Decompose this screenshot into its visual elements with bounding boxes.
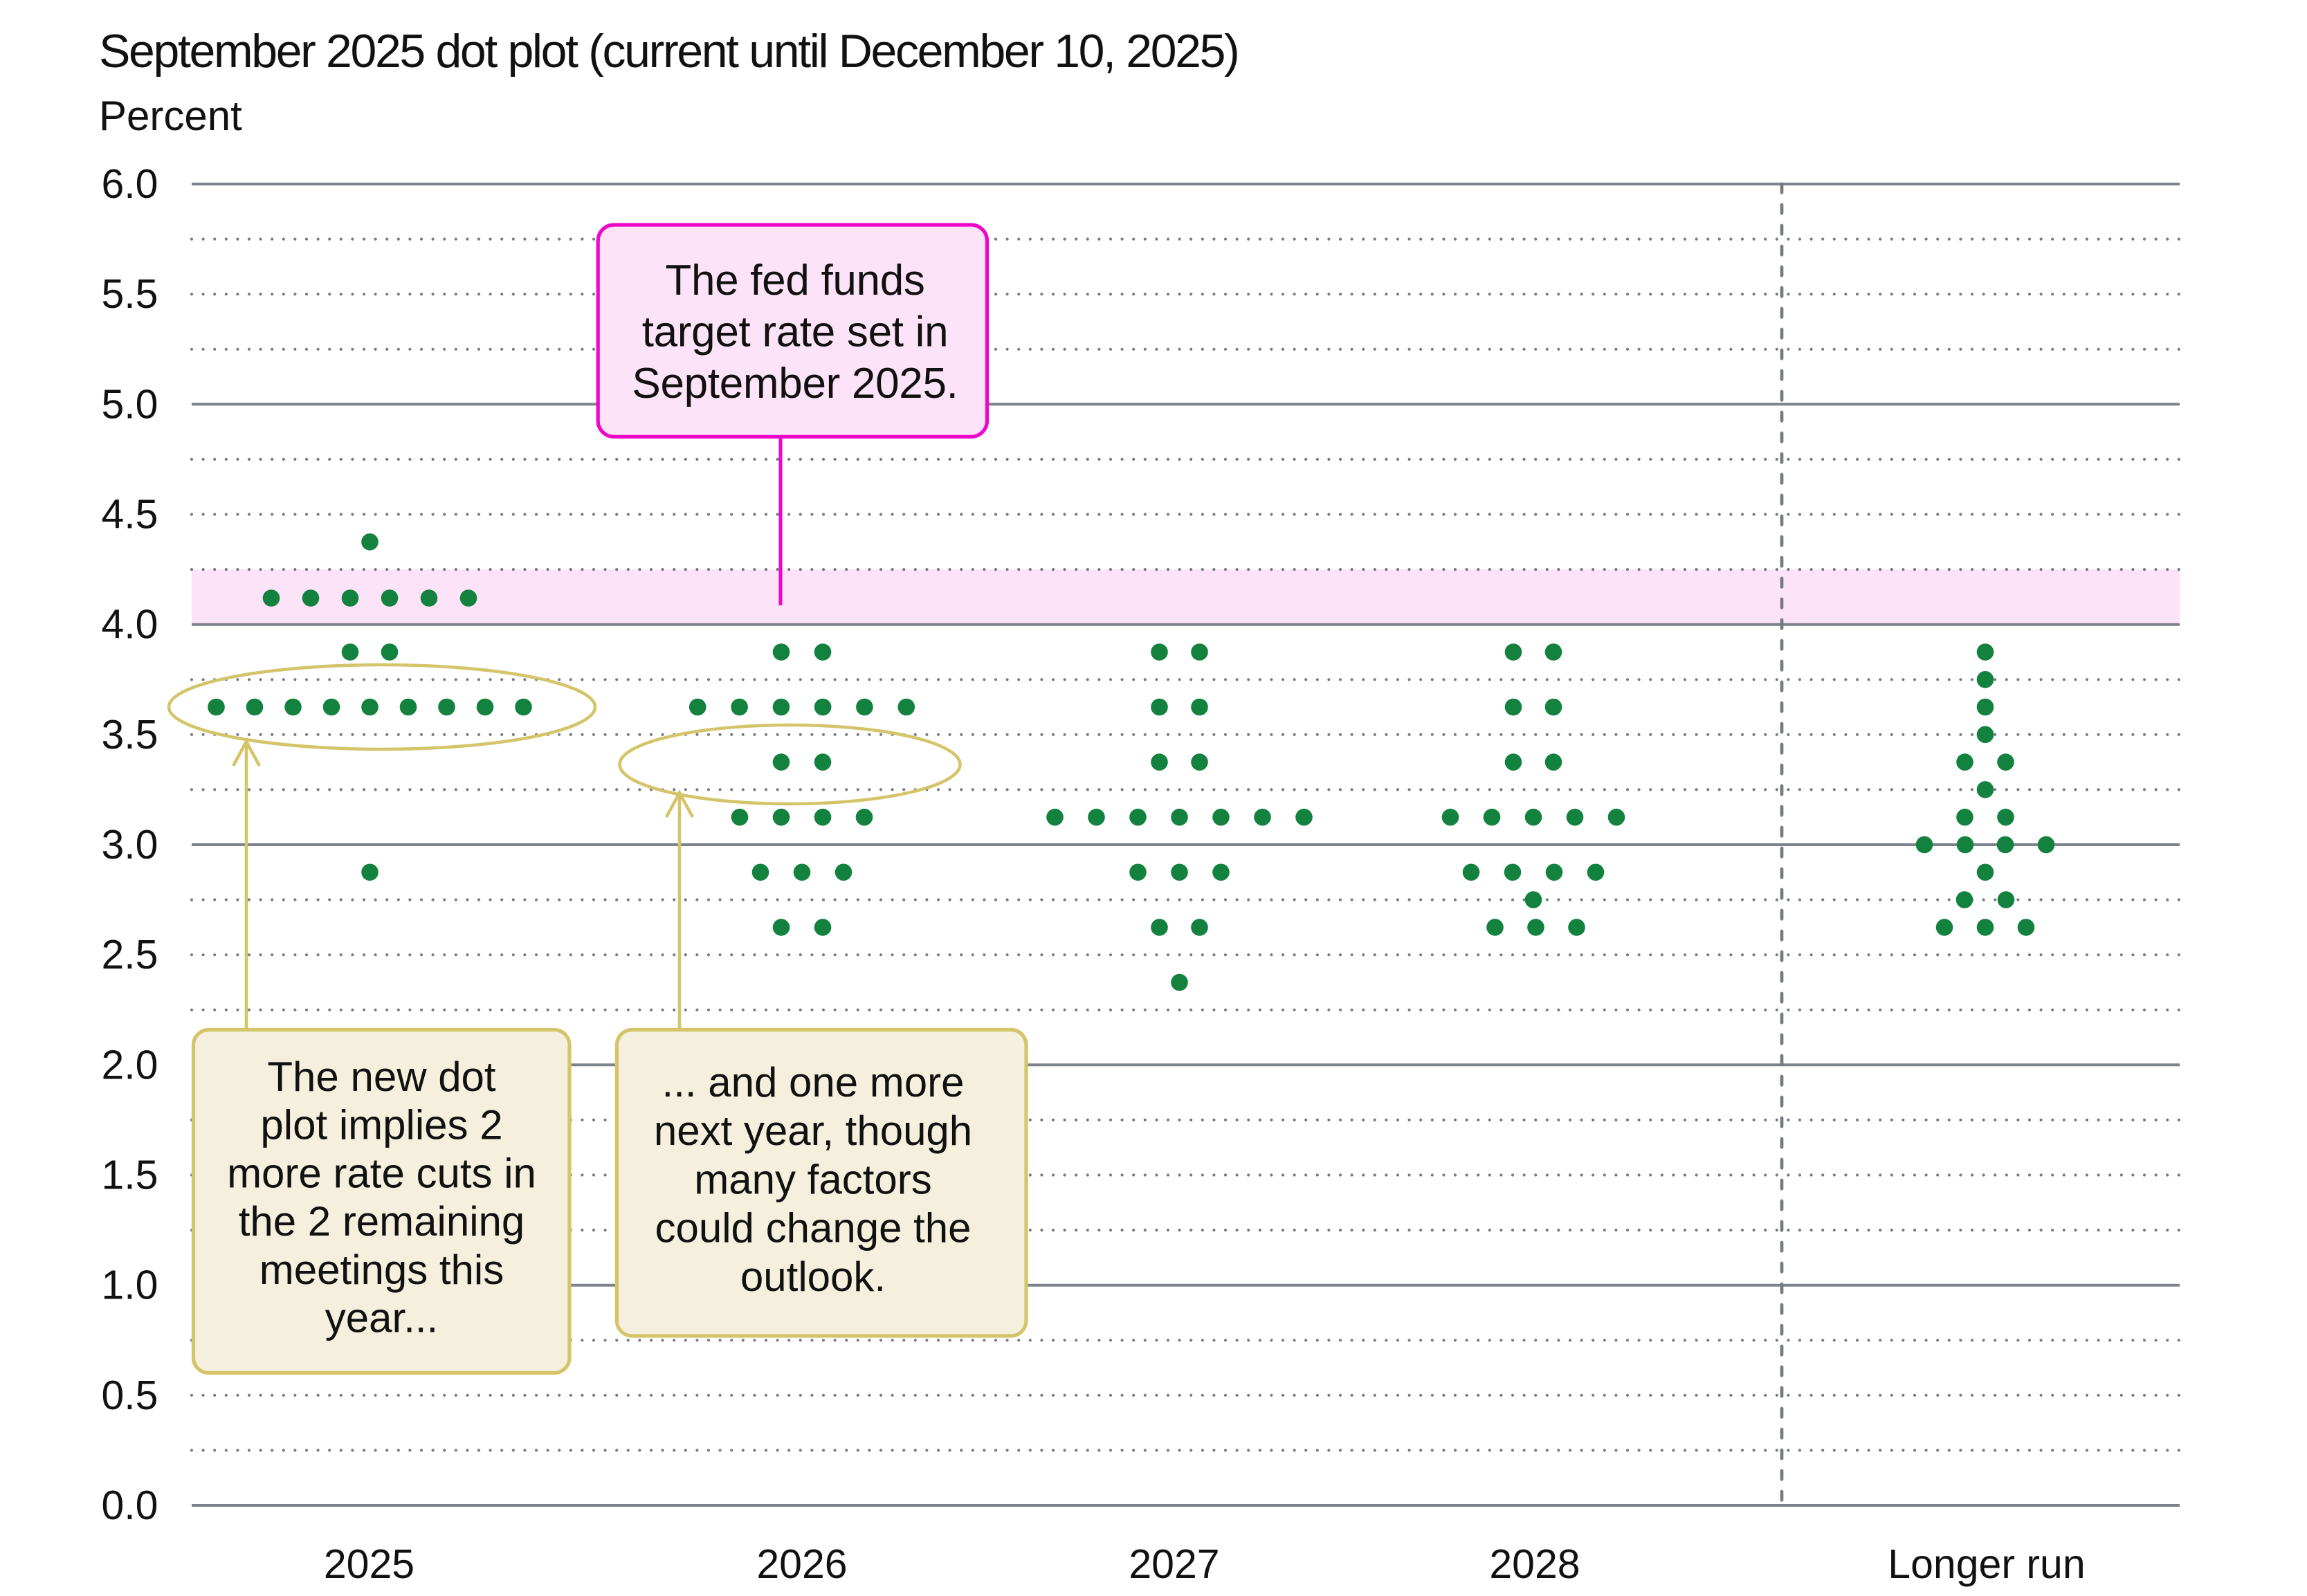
svg-text:5.0: 5.0 [101,381,158,427]
svg-text:1.0: 1.0 [101,1263,158,1308]
svg-text:0.5: 0.5 [101,1373,158,1418]
svg-text:Longer run: Longer run [1888,1541,2085,1587]
svg-text:Percent: Percent [99,93,242,139]
svg-text:6.0: 6.0 [101,161,158,207]
svg-text:2028: 2028 [1489,1541,1580,1587]
svg-text:outlook.: outlook. [740,1254,886,1300]
svg-text:3.5: 3.5 [101,712,158,758]
svg-text:4.5: 4.5 [101,492,158,538]
svg-text:2027: 2027 [1129,1541,1219,1587]
svg-text:many factors: many factors [694,1156,931,1202]
svg-text:meetings this: meetings this [259,1247,504,1293]
svg-text:5.5: 5.5 [101,271,158,317]
svg-text:target rate set in: target rate set in [642,309,949,356]
svg-text:2026: 2026 [756,1541,847,1587]
svg-text:3.0: 3.0 [101,822,158,868]
svg-text:plot implies 2: plot implies 2 [260,1102,502,1148]
svg-text:The new dot: The new dot [267,1054,496,1100]
svg-text:September 2025 dot plot (curre: September 2025 dot plot (current until D… [99,25,1238,77]
svg-text:2.5: 2.5 [101,932,158,978]
svg-text:year...: year... [325,1295,438,1341]
svg-text:next year, though: next year, though [654,1108,972,1154]
svg-text:could change the: could change the [655,1205,971,1251]
svg-text:the 2 remaining: the 2 remaining [239,1198,525,1245]
svg-text:... and one more: ... and one more [662,1059,965,1106]
svg-text:1.5: 1.5 [101,1153,158,1198]
svg-text:4.0: 4.0 [101,602,158,648]
svg-text:more rate cuts in: more rate cuts in [227,1150,536,1196]
svg-text:0.0: 0.0 [101,1483,158,1528]
svg-text:September 2025.: September 2025. [632,360,958,407]
svg-text:2.0: 2.0 [101,1042,158,1088]
svg-text:The fed funds: The fed funds [665,257,924,304]
svg-text:2025: 2025 [324,1541,414,1587]
